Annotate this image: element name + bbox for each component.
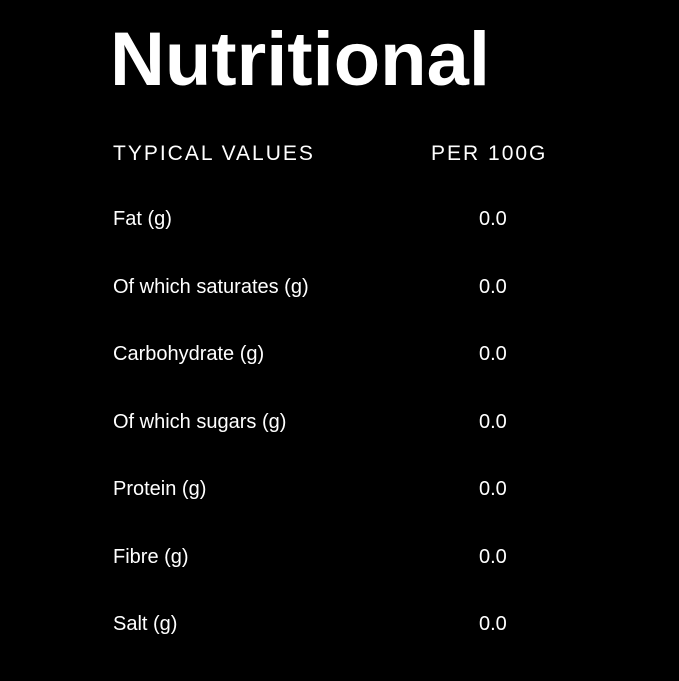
per-100g-header: PER 100G (431, 142, 548, 165)
row-label: Fat (g) (113, 208, 172, 230)
table-header: TYPICAL VALUES PER 100G (113, 142, 573, 168)
table-row: Protein (g) 0.0 (113, 478, 573, 546)
table-row: Fibre (g) 0.0 (113, 546, 573, 614)
row-value: 0.0 (479, 275, 507, 298)
row-value: 0.0 (479, 545, 507, 568)
row-value: 0.0 (479, 478, 507, 500)
nutrition-table: Fat (g) 0.0 Of which saturates (g) 0.0 C… (113, 208, 573, 681)
typical-values-header: TYPICAL VALUES (113, 142, 315, 165)
row-label: Carbohydrate (g) (113, 343, 265, 365)
row-label: Salt (g) (113, 613, 178, 635)
row-value: 0.0 (479, 208, 507, 230)
table-row: Fat (g) 0.0 (113, 208, 573, 276)
row-label: Protein (g) (113, 478, 207, 500)
row-label: Of which sugars (g) (113, 410, 287, 433)
row-value: 0.0 (479, 410, 507, 433)
table-row: Salt (g) 0.0 (113, 613, 573, 681)
row-label: Of which saturates (g) (113, 275, 309, 298)
row-value: 0.0 (479, 343, 507, 365)
table-row: Carbohydrate (g) 0.0 (113, 343, 573, 411)
row-value: 0.0 (479, 613, 507, 635)
row-label: Fibre (g) (113, 545, 189, 568)
table-row: Of which sugars (g) 0.0 (113, 411, 573, 479)
table-row: Of which saturates (g) 0.0 (113, 276, 573, 344)
page-title: Nutritional (110, 17, 490, 102)
